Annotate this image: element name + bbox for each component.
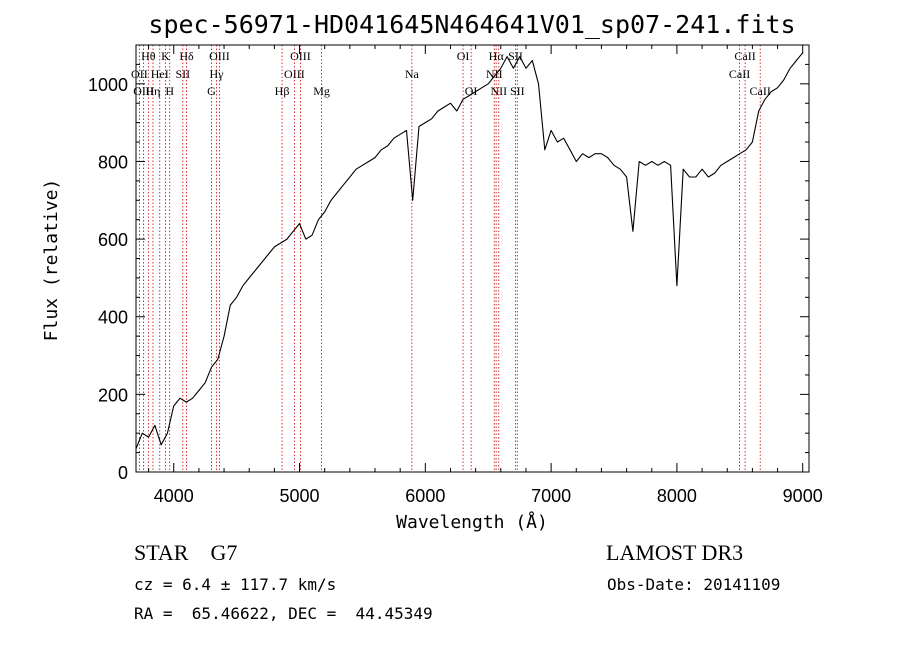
y-tick-label: 600 bbox=[98, 230, 128, 250]
x-tick-label: 4000 bbox=[154, 486, 194, 506]
line-label: Hη bbox=[146, 84, 161, 98]
line-label: NII bbox=[490, 84, 507, 98]
y-tick-label: 0 bbox=[118, 463, 128, 483]
line-label: Hβ bbox=[275, 84, 290, 98]
plot-frame bbox=[135, 44, 810, 473]
line-label: OIII bbox=[284, 67, 305, 81]
y-tick-label: 400 bbox=[98, 308, 128, 328]
y-tick-label: 800 bbox=[98, 152, 128, 172]
y-tick-label: 1000 bbox=[88, 75, 128, 95]
x-tick-label: 7000 bbox=[531, 486, 571, 506]
line-label: H bbox=[165, 84, 174, 98]
line-label: OIII bbox=[209, 49, 230, 63]
line-label: CaII bbox=[750, 84, 771, 98]
redshift-info: cz = 6.4 ± 117.7 km/s bbox=[134, 575, 337, 594]
line-label: CaII bbox=[729, 67, 750, 81]
line-label: G bbox=[207, 84, 216, 98]
x-axis-label: Wavelength (Å) bbox=[396, 511, 548, 533]
line-label: Na bbox=[405, 67, 420, 81]
survey-name: LAMOST DR3 bbox=[606, 540, 744, 565]
line-marks bbox=[138, 45, 761, 472]
line-label: OIII bbox=[133, 84, 154, 98]
line-label: Hα bbox=[489, 49, 505, 63]
line-label: OI bbox=[457, 49, 470, 63]
line-label: SII bbox=[508, 49, 523, 63]
line-label: Hδ bbox=[179, 49, 194, 63]
line-label: K bbox=[161, 49, 170, 63]
observation-date: Obs-Date: 20141109 bbox=[607, 575, 781, 594]
spectrum-line bbox=[135, 52, 804, 449]
line-label: SII bbox=[510, 84, 525, 98]
coordinates: RA = 65.46622, DEC = 44.45349 bbox=[134, 604, 433, 623]
series-layer bbox=[135, 52, 804, 449]
line-label: HeI bbox=[151, 67, 169, 81]
x-tick-label: 5000 bbox=[280, 486, 320, 506]
x-tick-label: 9000 bbox=[783, 486, 823, 506]
line-label: CaII bbox=[734, 49, 755, 63]
x-axis-ticks: 4000 5000 6000 7000 8000 9000 bbox=[148, 45, 823, 506]
y-axis-ticks: 0 200 400 600 800 1000 bbox=[88, 44, 809, 483]
line-label: SII bbox=[175, 67, 190, 81]
line-label: Hθ bbox=[141, 49, 156, 63]
line-label: Hγ bbox=[210, 67, 225, 81]
line-label: OII bbox=[131, 67, 148, 81]
line-label: OI bbox=[465, 84, 478, 98]
y-axis-label: Flux (relative) bbox=[41, 179, 62, 342]
x-tick-label: 8000 bbox=[657, 486, 697, 506]
chart-title: spec-56971-HD041645N464641V01_sp07-241.f… bbox=[148, 10, 795, 39]
y-tick-label: 200 bbox=[98, 385, 128, 405]
line-label: OIII bbox=[290, 49, 311, 63]
x-tick-label: 6000 bbox=[405, 486, 445, 506]
line-label: Mg bbox=[313, 84, 330, 98]
object-class: STAR G7 bbox=[134, 540, 238, 565]
